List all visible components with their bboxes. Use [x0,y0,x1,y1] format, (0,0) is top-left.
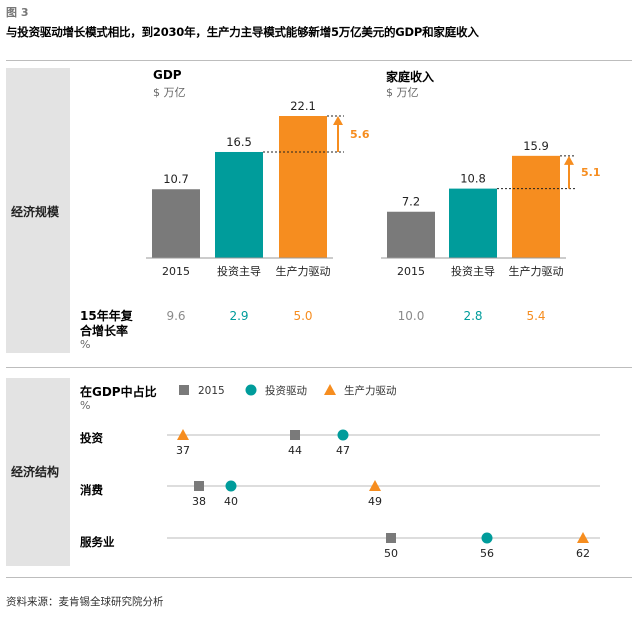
cagr-label-line1: 15年年复 [80,309,133,323]
row-label-services: 服务业 [80,535,115,549]
difference-label: 5.6 [350,128,370,141]
income-bar-chart: 7.2 2015 10.0 10.8 投资主导 2.8 15.9 生产力驱动 5.4 5.1 [381,139,601,323]
legend-marker [324,384,336,395]
share-marker [369,480,381,491]
cagr-value: 10.0 [398,309,425,323]
legend-label: 投资驱动 [265,384,307,397]
share-marker [290,430,300,440]
share-value-label: 44 [288,444,302,457]
share-value-label: 49 [368,495,382,508]
share-marker [194,481,204,491]
gdp-bar-chart: 10.7 2015 9.6 16.5 投资主导 2.9 22.1 生产力驱动 5.0 5.6 [146,99,370,323]
share-marker [481,532,493,544]
bottom-divider [6,577,632,578]
difference-label: 5.1 [581,166,601,179]
bar [449,188,497,258]
category-label: 投资主导 [217,264,261,278]
share-value-label: 38 [192,495,206,508]
share-title: 在GDP中占比 [80,385,157,399]
structure-section-panel [6,378,70,566]
cagr-value: 5.0 [293,309,312,323]
category-label: 生产力驱动 [509,264,564,278]
bar-value-label: 7.2 [402,195,420,209]
share-marker [337,429,349,441]
share-marker [577,532,589,543]
scale-section-label: 经济规模 [11,205,60,219]
bar-value-label: 22.1 [290,99,316,113]
share-dot-plot: 44 47 37 38 40 49 50 56 62 [167,429,600,560]
share-legend: 2015 投资驱动 生产力驱动 [179,384,397,397]
category-label: 2015 [397,265,425,278]
scale-section-panel [6,68,70,353]
cagr-value: 9.6 [166,309,185,323]
share-marker [225,480,237,492]
gdp-chart-unit: $ 万亿 [153,86,186,99]
cagr-unit: % [80,338,91,351]
legend-marker [245,384,257,396]
bar [387,211,435,258]
difference-arrow-head [564,155,574,165]
category-label: 投资主导 [451,264,495,278]
chart-title: 与投资驱动增长模式相比，到2030年，生产力主导模式能够新增5万亿美元的GDP和… [6,25,479,39]
share-value-label: 50 [384,547,398,560]
bar [279,116,327,258]
share-marker [177,429,189,440]
row-label-consumption: 消费 [80,483,103,497]
share-value-label: 62 [576,547,590,560]
source-note: 资料来源：麦肯锡全球研究院分析 [6,596,164,608]
legend-label: 生产力驱动 [344,384,397,397]
bar [215,151,263,258]
bar-value-label: 16.5 [226,135,252,149]
income-chart-unit: $ 万亿 [386,86,419,99]
bar-value-label: 10.8 [460,172,486,186]
share-unit: % [80,399,91,412]
difference-arrow-head [333,116,343,125]
gdp-chart-title: GDP [153,68,182,82]
bar [152,189,200,258]
cagr-value: 2.8 [463,309,482,323]
share-value-label: 37 [176,444,190,457]
share-marker [386,533,396,543]
bar [512,155,560,258]
bar-value-label: 10.7 [163,172,189,186]
structure-section-label: 经济结构 [11,465,60,479]
cagr-label-line2: 合增长率 [80,324,129,338]
income-chart-title: 家庭收入 [386,70,435,84]
legend-marker [179,385,189,395]
share-value-label: 47 [336,444,350,457]
cagr-value: 5.4 [526,309,545,323]
share-value-label: 56 [480,547,494,560]
category-label: 生产力驱动 [276,264,331,278]
figure-label: 图 3 [6,6,29,19]
share-value-label: 40 [224,495,238,508]
bar-value-label: 15.9 [523,139,549,153]
middle-divider [6,367,632,368]
row-label-investment: 投资 [80,431,103,445]
category-label: 2015 [162,265,190,278]
top-divider [6,60,632,61]
legend-label: 2015 [198,385,225,397]
cagr-value: 2.9 [229,309,248,323]
